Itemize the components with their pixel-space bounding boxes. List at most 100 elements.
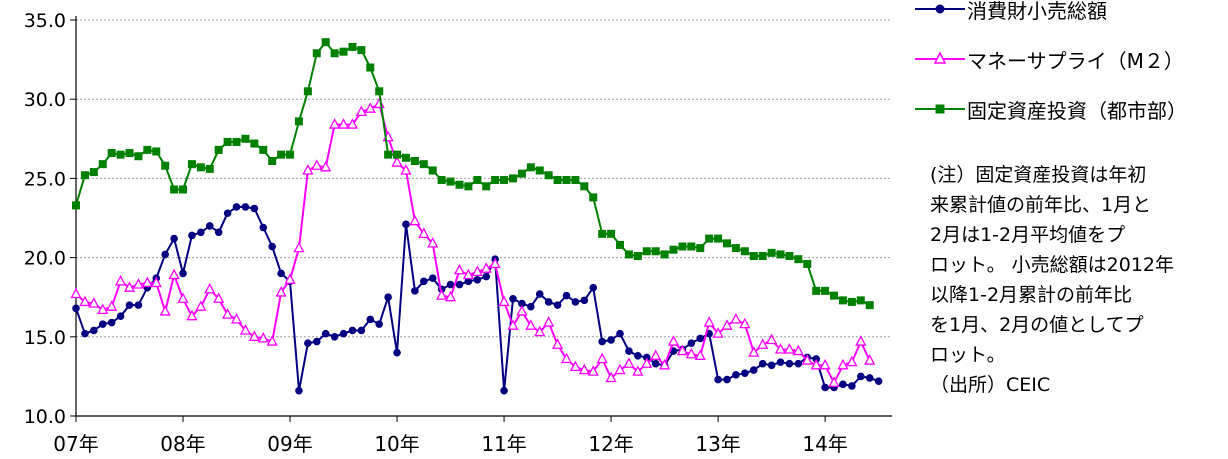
chart-note: (注）固定資産投資は年初 来累計値の前年比、1月と 2月は1-2月平均値をプ ロ… [930,160,1228,400]
data-point [687,339,696,347]
data-point [213,292,225,303]
data-point [535,166,544,175]
data-point [302,164,314,175]
data-point [348,326,357,335]
legend-item-money-supply: マネーサプライ（M２） [915,44,1184,74]
data-point [428,274,437,282]
x-tick-label: 12年 [588,432,633,456]
data-point [186,309,198,321]
data-point [580,182,589,191]
data-point [294,117,303,126]
data-point [641,357,653,368]
data-point [187,160,196,169]
data-point [625,347,633,355]
data-point [88,297,100,308]
data-point [562,291,571,300]
data-point [500,175,509,184]
data-point [205,222,214,230]
data-point [348,42,357,51]
data-point [321,38,330,47]
data-point [837,358,849,370]
series-markers-1 [70,97,876,387]
data-point [339,47,348,56]
data-point [303,87,312,96]
data-point [596,352,608,364]
data-point [589,283,598,292]
data-point [560,352,573,364]
data-point [616,329,624,338]
data-point [543,316,555,327]
data-point [651,359,660,368]
data-point [275,286,287,297]
data-point [810,358,822,370]
data-point [685,347,697,359]
data-point [517,169,526,178]
y-tick-label: 15.0 [24,327,66,349]
data-point [132,278,145,289]
data-point [453,263,466,275]
data-point [70,287,82,299]
data-point [587,365,599,376]
y-tick-label: 25.0 [24,168,66,190]
data-point [623,357,635,368]
data-point [141,276,153,288]
data-point [320,160,332,172]
data-point [749,252,758,261]
data-point [847,297,856,306]
series-line-1 [75,103,871,384]
data-point [384,150,393,159]
data-point [107,149,116,158]
data-point [250,139,259,148]
data-point [195,300,207,311]
x-tick-label: 14年 [802,432,847,456]
data-point [578,363,590,375]
note-line: (注）固定資産投資は年初 [930,164,1147,186]
data-point [79,295,91,307]
data-point [168,268,180,280]
data-point [491,175,500,184]
data-point [204,282,216,294]
data-point [792,344,804,356]
data-point [473,275,482,284]
data-point [614,363,626,375]
data-point [589,193,598,202]
legend-label-retail-sales: 消費財小売総額 [967,0,1107,23]
data-point [410,156,419,165]
data-point [705,234,714,243]
data-point [828,376,840,387]
data-point [544,298,553,306]
data-point [116,312,125,321]
data-point [401,153,410,162]
data-point [830,291,839,300]
data-point [758,252,767,261]
data-point [723,375,731,384]
data-point [223,209,232,218]
data-point [364,102,376,113]
data-point [411,287,419,295]
data-point [170,185,179,194]
data-point [446,280,455,289]
data-point [123,281,136,292]
data-point [248,330,260,341]
data-point [375,320,384,328]
data-point [428,166,437,175]
data-point [330,333,339,341]
data-point [268,242,276,251]
data-point [489,257,501,269]
data-point [598,337,606,346]
data-point [598,229,607,238]
data-point [214,145,223,154]
data-point [330,49,339,58]
data-point [90,326,98,335]
series-markers-2 [72,38,874,310]
legend-label-money-supply: マネーサプライ（M２） [967,48,1184,73]
data-point [170,234,178,243]
data-point [134,301,143,309]
data-point [455,280,464,289]
data-point [339,329,348,338]
series-lines [70,38,883,395]
data-point [846,355,858,367]
data-point [874,377,883,385]
data-point [821,286,830,295]
data-point [391,156,403,167]
